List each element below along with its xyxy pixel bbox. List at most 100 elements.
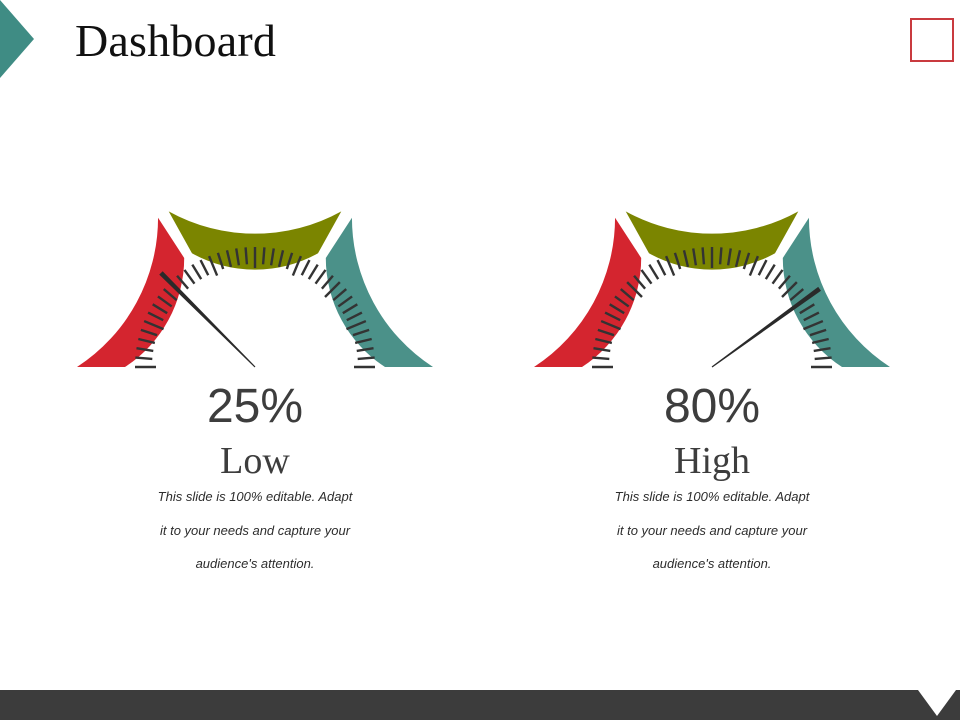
gauge-tick bbox=[701, 247, 706, 265]
gauge-dial bbox=[534, 211, 890, 369]
corner-square-icon bbox=[910, 18, 954, 62]
gauge-tick bbox=[225, 250, 233, 268]
gauge-segment-high bbox=[325, 217, 433, 367]
gauge-percent: 25% bbox=[206, 380, 304, 433]
gauge-low: 25% Low This slide is 100% editable. Ada… bbox=[65, 176, 445, 596]
gauge-tick bbox=[157, 295, 173, 308]
gauge-tick bbox=[143, 319, 164, 331]
gauge-segment-low bbox=[77, 217, 185, 367]
gauge-tick bbox=[597, 328, 615, 337]
gauge-tick bbox=[593, 347, 611, 353]
gauge-tick bbox=[811, 337, 829, 345]
gauge-tick bbox=[789, 288, 805, 302]
gauge-description-line: This slide is 100% editable. Adapt bbox=[614, 489, 810, 504]
gauge-tick bbox=[199, 259, 210, 276]
gauge-tick bbox=[626, 281, 643, 298]
corner-triangle-icon bbox=[0, 0, 34, 78]
gauge-tick bbox=[648, 264, 660, 280]
gauge-tick bbox=[269, 248, 275, 266]
gauge-tick bbox=[162, 288, 178, 302]
gauge-tick bbox=[135, 356, 153, 361]
gauge-tick bbox=[352, 328, 370, 337]
gauge-tick bbox=[673, 252, 682, 270]
gauge-segment-low bbox=[534, 217, 642, 367]
gauge-tick bbox=[664, 255, 676, 276]
gauge-tick bbox=[285, 252, 294, 270]
gauge-tick bbox=[183, 269, 196, 285]
gauge-tick bbox=[609, 303, 625, 315]
gauge-dial bbox=[77, 211, 433, 369]
gauge-tick bbox=[803, 319, 824, 331]
gauge-tick bbox=[337, 295, 353, 308]
gauge-tick bbox=[777, 274, 791, 290]
footer-bar bbox=[0, 690, 960, 720]
gauge-tick bbox=[147, 311, 164, 322]
gauge-tick bbox=[138, 337, 156, 345]
gauge-description-line: it to your needs and capture your bbox=[159, 523, 351, 538]
gauge-tick bbox=[656, 259, 667, 276]
gauge-tick bbox=[734, 250, 742, 268]
gauge-tick bbox=[799, 303, 815, 315]
page-title: Dashboard bbox=[75, 15, 277, 66]
gauge-needle bbox=[711, 286, 822, 368]
gauge-description-line: This slide is 100% editable. Adapt bbox=[157, 489, 353, 504]
gauge-tick bbox=[342, 303, 358, 315]
gauge-tick bbox=[600, 319, 621, 331]
gauge-tick bbox=[307, 264, 319, 280]
gauge-tick bbox=[640, 269, 653, 285]
gauge-tick bbox=[357, 356, 375, 361]
gauge-tick bbox=[595, 337, 613, 345]
gauge-tick bbox=[207, 255, 219, 276]
gauge-needle bbox=[159, 271, 256, 368]
gauge-tick bbox=[152, 303, 168, 315]
gauge-tick bbox=[692, 248, 698, 266]
gauge-segment-mid bbox=[168, 211, 342, 270]
gauge-tick bbox=[176, 274, 190, 290]
gauge-tick bbox=[592, 356, 610, 361]
gauge-level-label: High bbox=[674, 440, 750, 482]
gauge-tick bbox=[614, 295, 630, 308]
gauge-high: 80% High This slide is 100% editable. Ad… bbox=[522, 176, 902, 596]
gauge-tick bbox=[682, 250, 690, 268]
gauge-tick bbox=[354, 337, 372, 345]
gauge-description-line: it to your needs and capture your bbox=[616, 523, 808, 538]
gauge-tick bbox=[235, 248, 241, 266]
gauge-tick bbox=[291, 255, 303, 276]
gauge-tick bbox=[809, 328, 827, 337]
gauge-tick bbox=[277, 250, 285, 268]
gauge-tick bbox=[346, 311, 363, 322]
gauge-tick bbox=[320, 274, 334, 290]
gauge-tick bbox=[742, 252, 751, 270]
gauge-tick bbox=[748, 255, 760, 276]
gauge-tick bbox=[136, 347, 154, 353]
gauge-tick bbox=[814, 356, 832, 361]
gauge-tick bbox=[216, 252, 225, 270]
gauge-percent: 80% bbox=[663, 380, 761, 433]
gauge-tick bbox=[803, 311, 820, 322]
gauge-tick bbox=[764, 264, 776, 280]
gauge-tick bbox=[619, 288, 635, 302]
gauge-tick bbox=[191, 264, 203, 280]
gauge-tick bbox=[314, 269, 327, 285]
gauge-tick bbox=[757, 259, 768, 276]
gauge-tick bbox=[140, 328, 158, 337]
gauge-description-line: audience's attention. bbox=[652, 556, 772, 571]
gauge-tick bbox=[346, 319, 367, 331]
gauge-tick bbox=[356, 347, 374, 353]
gauge-tick bbox=[300, 259, 311, 276]
gauge-tick bbox=[726, 248, 732, 266]
gauge-tick bbox=[324, 281, 341, 298]
gauge-tick bbox=[813, 347, 831, 353]
gauge-tick bbox=[781, 281, 798, 298]
gauge-tick bbox=[261, 247, 266, 265]
footer-notch-icon bbox=[918, 690, 956, 716]
gauge-tick bbox=[604, 311, 621, 322]
gauge-tick bbox=[244, 247, 249, 265]
gauge-tick bbox=[718, 247, 723, 265]
gauge-tick bbox=[771, 269, 784, 285]
gauge-tick bbox=[633, 274, 647, 290]
gauge-tick bbox=[332, 288, 348, 302]
gauge-description-line: audience's attention. bbox=[195, 556, 315, 571]
gauge-segment-high bbox=[782, 217, 890, 367]
gauge-segment-mid bbox=[625, 211, 799, 270]
